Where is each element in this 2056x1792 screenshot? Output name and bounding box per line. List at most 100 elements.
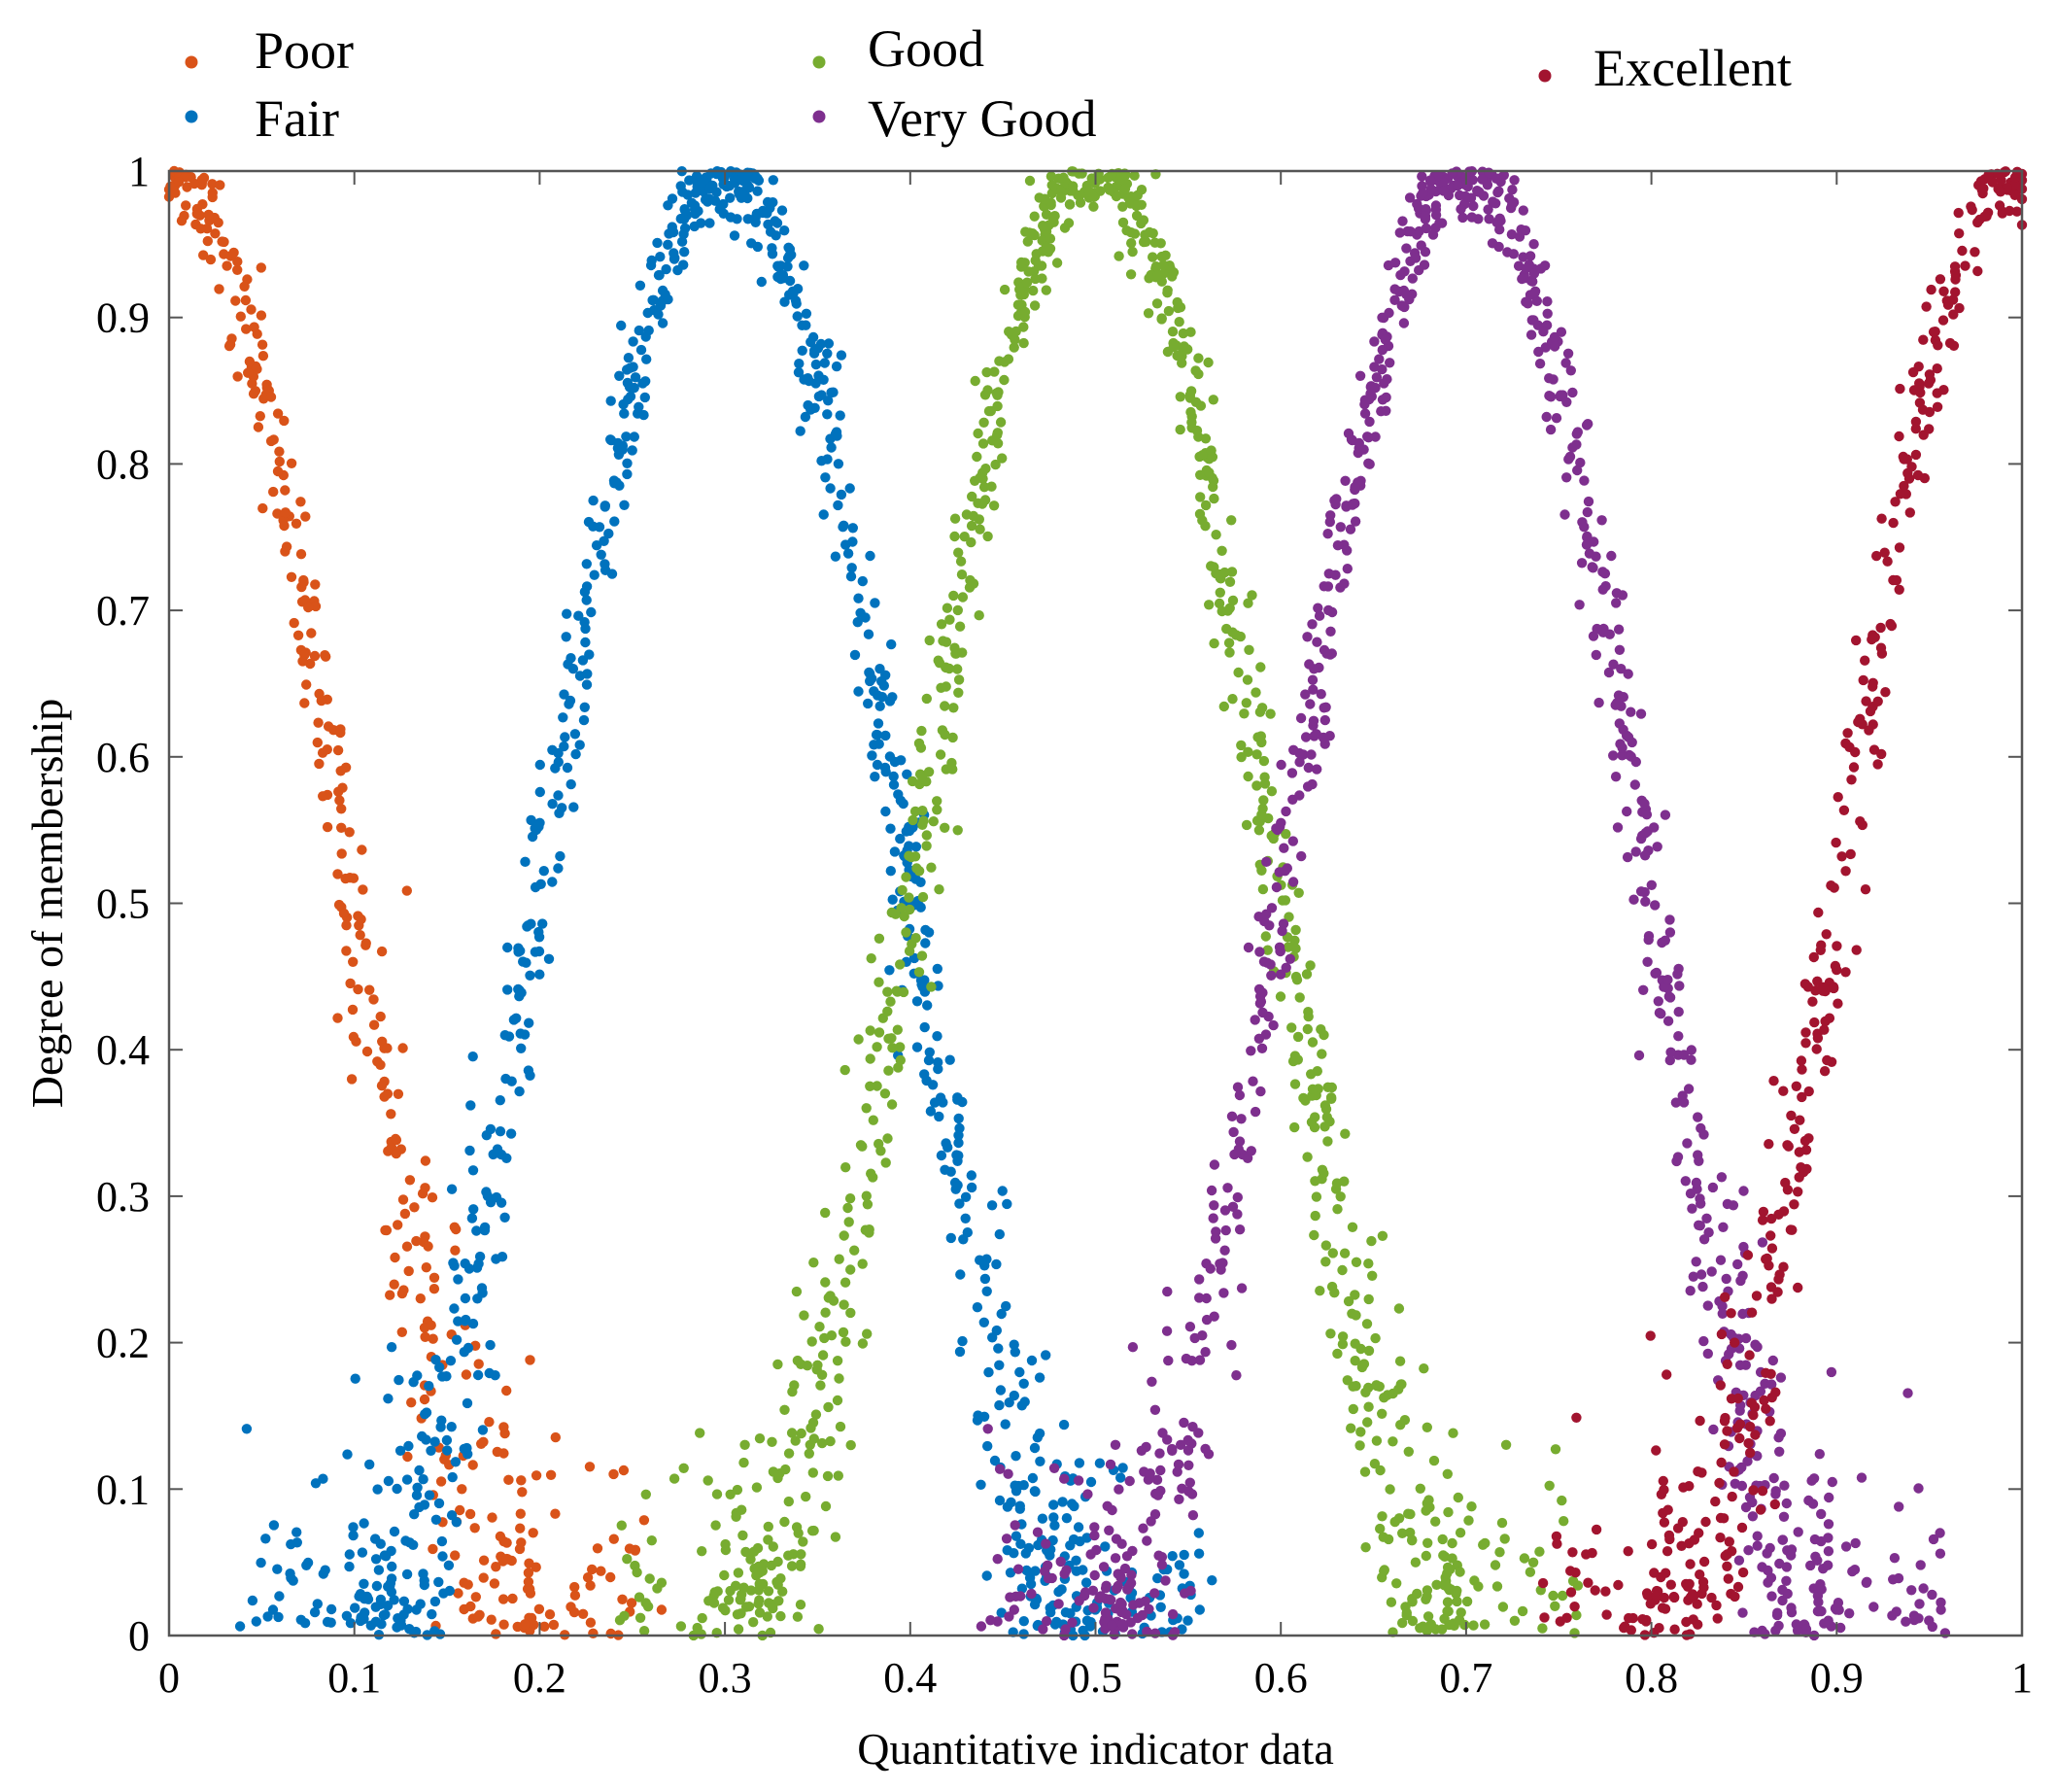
data-point bbox=[1340, 1128, 1351, 1139]
data-point bbox=[525, 1355, 535, 1365]
data-point bbox=[1800, 1624, 1812, 1635]
data-point bbox=[1214, 598, 1225, 609]
data-point bbox=[1153, 1550, 1164, 1561]
data-point bbox=[1021, 1565, 1032, 1576]
data-point bbox=[1786, 1550, 1797, 1561]
data-point bbox=[816, 1369, 828, 1381]
data-point bbox=[997, 453, 1008, 464]
data-point bbox=[1786, 1607, 1798, 1618]
data-point bbox=[986, 481, 997, 492]
data-point bbox=[1363, 1345, 1375, 1357]
data-point bbox=[222, 260, 232, 271]
data-point bbox=[1362, 1417, 1373, 1428]
data-point bbox=[1175, 424, 1185, 435]
data-point bbox=[976, 1621, 987, 1632]
data-point bbox=[1622, 851, 1633, 863]
data-point bbox=[1561, 396, 1572, 407]
data-point bbox=[823, 1401, 834, 1413]
data-point bbox=[472, 1369, 484, 1381]
data-point bbox=[1147, 1376, 1157, 1388]
data-point bbox=[1089, 1530, 1100, 1541]
data-point bbox=[791, 1286, 803, 1297]
data-point bbox=[812, 1360, 823, 1371]
data-point bbox=[720, 1605, 731, 1616]
data-point bbox=[1142, 1535, 1152, 1546]
data-point bbox=[994, 1360, 1005, 1371]
data-point bbox=[1370, 431, 1381, 442]
data-point bbox=[1567, 442, 1578, 453]
data-point bbox=[752, 186, 763, 196]
data-point bbox=[923, 767, 935, 777]
data-point bbox=[1015, 1538, 1026, 1550]
data-point bbox=[380, 1224, 391, 1236]
data-point bbox=[623, 353, 634, 363]
data-point bbox=[1311, 1191, 1322, 1202]
data-point bbox=[1610, 772, 1622, 782]
data-point bbox=[1617, 590, 1628, 601]
data-point bbox=[1448, 1428, 1458, 1438]
data-point bbox=[845, 1264, 856, 1275]
data-point bbox=[957, 592, 969, 603]
data-point bbox=[1932, 401, 1943, 412]
data-point bbox=[1715, 1255, 1727, 1265]
data-point bbox=[450, 1245, 461, 1256]
data-point bbox=[1186, 1489, 1198, 1499]
data-point bbox=[441, 1434, 453, 1446]
data-point bbox=[767, 249, 778, 259]
data-point bbox=[784, 275, 796, 287]
data-point bbox=[1121, 1609, 1132, 1620]
data-point bbox=[1182, 1434, 1193, 1446]
data-point bbox=[1381, 392, 1391, 403]
data-point bbox=[1917, 404, 1929, 415]
data-point bbox=[1664, 1534, 1675, 1545]
data-point bbox=[788, 288, 799, 298]
data-point bbox=[433, 1498, 445, 1509]
data-point bbox=[1116, 1599, 1127, 1609]
data-point bbox=[1421, 223, 1432, 234]
data-point bbox=[1305, 699, 1316, 709]
data-point bbox=[1302, 1152, 1313, 1162]
data-point bbox=[991, 1258, 1002, 1270]
data-point bbox=[874, 739, 884, 749]
data-point bbox=[1898, 451, 1909, 463]
data-point bbox=[913, 967, 925, 978]
data-point bbox=[794, 359, 805, 369]
data-point bbox=[335, 727, 346, 739]
y-tick-label: 0.8 bbox=[96, 440, 150, 488]
data-point bbox=[750, 217, 761, 227]
data-point bbox=[364, 984, 375, 995]
data-point bbox=[1179, 1549, 1189, 1561]
data-point bbox=[1172, 1466, 1182, 1477]
data-point bbox=[901, 826, 911, 837]
data-point bbox=[624, 1543, 635, 1554]
data-point bbox=[268, 1520, 280, 1531]
data-point bbox=[1256, 703, 1268, 713]
data-point bbox=[1283, 942, 1294, 952]
data-point bbox=[1307, 1037, 1319, 1048]
data-point bbox=[1829, 982, 1839, 994]
legend-marker bbox=[185, 110, 198, 123]
data-point bbox=[1608, 659, 1619, 670]
data-point bbox=[966, 520, 977, 532]
data-point bbox=[619, 500, 630, 510]
y-tick-label: 0.5 bbox=[96, 880, 150, 928]
data-point bbox=[1317, 1164, 1328, 1176]
data-point bbox=[1405, 1508, 1416, 1520]
data-point bbox=[1635, 708, 1647, 719]
data-point bbox=[723, 1595, 735, 1605]
data-point bbox=[1722, 1561, 1732, 1572]
data-point bbox=[316, 695, 326, 706]
data-point bbox=[762, 1611, 772, 1622]
data-point bbox=[1006, 1497, 1016, 1508]
data-point bbox=[401, 1241, 413, 1252]
data-point bbox=[1751, 1291, 1763, 1301]
data-point bbox=[1910, 424, 1922, 434]
x-tick-label: 0.5 bbox=[1069, 1654, 1122, 1702]
data-point bbox=[1227, 595, 1239, 606]
data-point bbox=[679, 223, 691, 234]
data-point bbox=[1064, 199, 1076, 210]
data-point bbox=[1407, 1615, 1419, 1627]
data-point bbox=[1016, 1583, 1028, 1594]
data-point bbox=[514, 1086, 525, 1097]
data-point bbox=[533, 946, 545, 957]
